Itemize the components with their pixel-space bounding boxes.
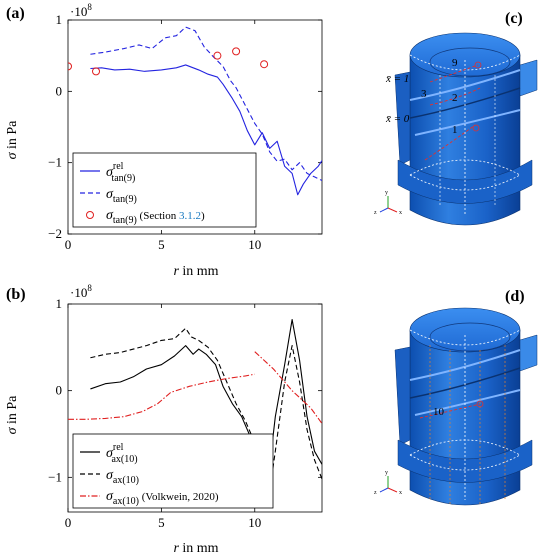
y-tick-label-a: −1 [48, 155, 62, 170]
svg-text:y: y [385, 470, 388, 476]
y-tick-label-b: −1 [48, 469, 62, 484]
model-label-c-xbar1: x̄ = 1 [385, 73, 409, 85]
panel-label-c: (c) [505, 10, 523, 27]
x-axis-label-a: r in mm [173, 264, 218, 279]
y-tick-label-a: 0 [56, 83, 63, 98]
series-line-a-s1 [90, 26, 322, 181]
svg-text:x: x [399, 210, 402, 216]
x-tick-label-a: 10 [248, 237, 261, 252]
legend-entry-b2: σax(10) [106, 468, 139, 486]
chart-panel-b: (b) ·108 0 5 10 −1 0 1 σ in Pa r in mm σrel ax… [5, 283, 323, 556]
series-line-b-s1 [90, 327, 322, 504]
legend-entry-b3: σax(10) (Volkwein, 2020) [106, 489, 219, 507]
legend-b: σrel ax(10) σax(10) σax(10) (Volkwein, 20… [72, 433, 274, 509]
model-label-c-3: 3 [421, 88, 427, 100]
series-line-a-s0 [90, 64, 322, 196]
x-tick-label-b: 5 [158, 515, 165, 530]
axes-frame-a [67, 19, 323, 235]
model-figure-d: (d) 10 y [374, 288, 538, 506]
model-label-c-2: 2 [452, 92, 458, 104]
x-tick-label-a: 5 [158, 237, 165, 252]
panel-label-a: (a) [6, 5, 25, 22]
plot-area-b: 0 5 10 −1 0 1 [48, 296, 323, 530]
x-axis-label-b: r in mm [173, 541, 218, 556]
x-tick-label-b: 10 [248, 515, 261, 530]
data-marker-a-s2 [213, 51, 222, 60]
x-tick-label-a: 0 [65, 237, 72, 252]
exponent-label-a: ·108 [70, 2, 92, 19]
model-label-c-1: 1 [452, 124, 458, 136]
panel-label-d: (d) [505, 288, 525, 305]
model-label-c-9: 9 [452, 57, 458, 69]
legend-box-a [72, 152, 257, 228]
legend-swatch-marker-a [86, 211, 94, 219]
legend-entry-a1: σrel tan(9) [106, 161, 135, 184]
legend-box-b [72, 433, 274, 509]
y-tick-label-b: 1 [56, 296, 63, 311]
data-marker-a-s2 [68, 62, 72, 71]
svg-text:y: y [385, 190, 388, 196]
y-tick-label-a: 1 [56, 12, 63, 27]
cylinder-model-d [394, 307, 538, 506]
y-tick-label-b: 0 [56, 383, 63, 398]
model-label-d-10: 10 [433, 406, 445, 418]
legend-entry-a2: σtan(9) [106, 187, 137, 205]
svg-text:z: z [374, 490, 377, 496]
plot-area-a: 0 5 10 −2 −1 0 1 [48, 12, 323, 252]
axis-triad-c: y z x [374, 190, 402, 216]
data-marker-a-s2 [92, 67, 101, 76]
data-marker-a-s2 [232, 47, 241, 56]
exponent-label-b: ·108 [70, 283, 92, 300]
cylinder-model-c [394, 32, 538, 226]
series-line-b-s3 [254, 351, 322, 424]
chart-panel-a: (a) ·108 0 5 10 −2 −1 0 1 σ in Pa r in mm σrel… [5, 2, 323, 279]
data-marker-a-s2 [260, 60, 269, 69]
y-axis-label-a: σ in Pa [5, 120, 20, 160]
legend-entry-b1: σrel ax(10) [106, 442, 138, 465]
svg-text:z: z [374, 210, 377, 216]
model-label-c-xbar0: x̄ = 0 [385, 113, 410, 125]
axis-triad-d: y z x [374, 470, 402, 496]
x-tick-label-b: 0 [65, 515, 72, 530]
svg-text:x: x [399, 490, 402, 496]
axes-frame-b [67, 303, 323, 513]
panel-label-b: (b) [6, 286, 26, 303]
y-axis-label-b: σ in Pa [5, 395, 20, 435]
y-tick-label-a: −2 [48, 226, 62, 241]
series-line-b-s2 [68, 373, 255, 420]
series-line-b-s0 [90, 319, 322, 483]
legend-entry-a3: σtan(9) (Section 3.1.2) [106, 208, 205, 226]
legend-a: σrel tan(9) σtan(9) σtan(9) (Section 3.1.… [72, 152, 257, 228]
model-figure-c: (c) [374, 10, 538, 226]
